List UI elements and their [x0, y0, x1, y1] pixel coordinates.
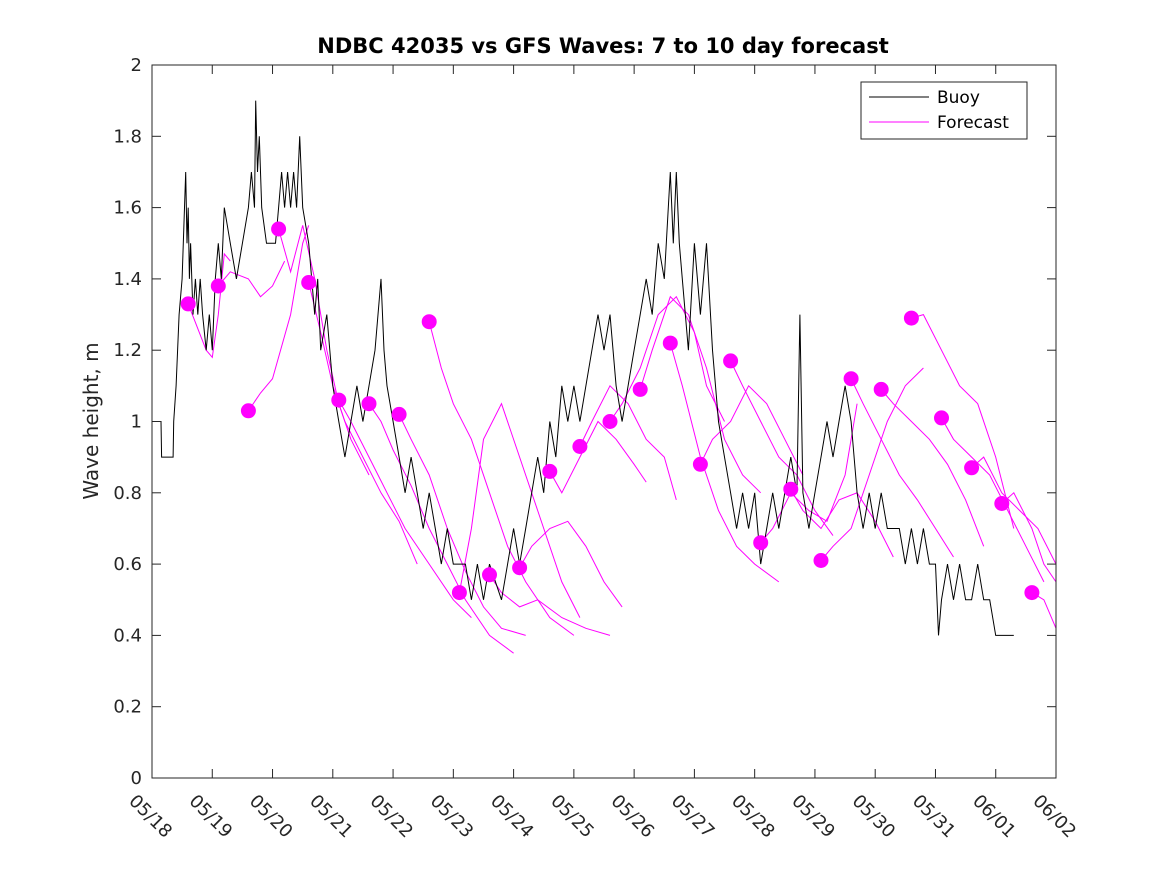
x-tick-label: 06/01: [968, 791, 1020, 843]
forecast-series-line: [398, 414, 526, 636]
forecast-start-marker: [512, 560, 528, 576]
forecast-series-line: [971, 456, 1057, 565]
forecast-start-marker: [391, 406, 407, 422]
forecast-series-line: [338, 399, 472, 618]
x-axis: 05/18 05/19 05/20 05/21 05/22 05/23 05/24 05/25…: [124, 65, 1080, 842]
chart-title: NDBC 42035 vs GFS Waves: 7 to 10 day for…: [317, 34, 888, 58]
forecast-start-marker: [753, 535, 769, 551]
forecast-start-marker: [180, 296, 196, 312]
y-tick-label: 1.2: [113, 340, 142, 361]
forecast-start-marker: [934, 410, 949, 426]
x-tick-label: 05/28: [727, 791, 779, 843]
forecast-start-marker: [240, 403, 256, 419]
forecast-series-line: [639, 295, 762, 494]
legend-label-forecast: Forecast: [937, 113, 1009, 133]
forecast-series-line: [850, 378, 954, 558]
forecast-series-line: [217, 260, 286, 298]
forecast-start-marker: [994, 496, 1010, 511]
forecast-start-marker: [331, 392, 347, 408]
forecast-series-line: [187, 252, 231, 359]
forecast-start-marker: [964, 460, 980, 476]
y-tick-label: 0.8: [113, 483, 142, 504]
y-axis-label: Wave height, m: [79, 342, 103, 499]
forecast-series-line: [911, 314, 1015, 529]
forecast-start-marker: [873, 381, 889, 397]
forecast-series-line: [549, 420, 647, 494]
forecast-start-marker: [210, 278, 226, 294]
legend-box: [860, 81, 1028, 140]
forecast-series-line: [699, 384, 804, 476]
forecast-series-line: [669, 342, 780, 583]
forecast-series-line: [489, 574, 611, 636]
x-tick-label: 05/24: [486, 791, 538, 843]
y-tick-label: 0.4: [113, 625, 142, 646]
forecast-start-marker: [662, 335, 678, 351]
forecast-start-marker: [361, 396, 377, 412]
forecast-start-marker: [482, 567, 497, 583]
forecast-series-line: [519, 520, 623, 608]
y-tick-label: 1.4: [113, 269, 142, 290]
plot-area: [151, 64, 1057, 779]
forecast-start-marker: [843, 371, 859, 387]
forecast-series-line: [458, 402, 581, 618]
forecast-start-marker: [602, 414, 618, 429]
forecast-start-marker: [572, 439, 588, 454]
x-tick-label: 05/19: [185, 791, 237, 843]
forecast-start-marker: [783, 481, 799, 497]
forecast-series-line: [760, 403, 858, 544]
x-tick-label: 05/30: [848, 791, 900, 843]
x-tick-label: 05/23: [426, 791, 478, 843]
forecast-start-marker: [903, 310, 919, 326]
y-tick-label: 0: [131, 768, 142, 789]
y-axis: 0 0.2 0.4 0.6 0.8 1 1.2 1.4 1.6 1.8 2: [113, 55, 1056, 789]
x-tick-label: 05/21: [305, 791, 357, 843]
forecast-series-line: [880, 389, 985, 547]
y-tick-label: 1.6: [113, 198, 142, 219]
x-tick-label: 05/18: [124, 791, 176, 843]
forecast-start-marker: [692, 456, 708, 472]
marker-layer: [180, 221, 1040, 601]
forecast-series-line: [368, 403, 514, 654]
forecast-series-line: [247, 225, 310, 412]
series-layer: [152, 100, 1057, 654]
y-tick-label: 1: [131, 412, 142, 433]
forecast-start-marker: [451, 585, 467, 601]
forecast-start-marker: [813, 553, 829, 568]
x-tick-label: 05/31: [908, 791, 960, 843]
forecast-series-line: [790, 488, 894, 558]
forecast-start-marker: [1024, 585, 1040, 601]
x-tick-label: 05/20: [245, 791, 297, 843]
legend-label-buoy: Buoy: [937, 88, 980, 108]
forecast-start-marker: [301, 275, 317, 290]
x-tick-label: 05/27: [667, 791, 719, 843]
y-tick-label: 0.2: [113, 697, 142, 718]
forecast-series-line: [428, 321, 575, 636]
y-tick-label: 1.8: [113, 126, 142, 147]
forecast-series-line: [278, 225, 370, 476]
buoy-series-line: [152, 100, 1014, 636]
y-tick-label: 0.6: [113, 554, 142, 575]
x-tick-label: 05/22: [366, 791, 418, 843]
forecast-series-line: [941, 417, 1045, 583]
forecast-start-marker: [542, 463, 558, 479]
x-tick-label: 05/26: [607, 791, 659, 843]
forecast-series-line: [1001, 491, 1057, 583]
forecast-series-line: [579, 384, 677, 501]
y-tick-label: 2: [131, 55, 142, 76]
forecast-series-line: [730, 360, 834, 536]
forecast-start-marker: [421, 314, 437, 330]
x-tick-label: 05/25: [546, 791, 598, 843]
forecast-start-marker: [723, 353, 739, 369]
x-tick-label: 05/29: [787, 791, 839, 843]
legend: Buoy Forecast: [860, 81, 1028, 140]
forecast-start-marker: [271, 221, 287, 237]
forecast-series-line: [820, 367, 924, 561]
x-tick-label: 06/02: [1028, 791, 1080, 843]
forecast-start-marker: [632, 381, 648, 397]
